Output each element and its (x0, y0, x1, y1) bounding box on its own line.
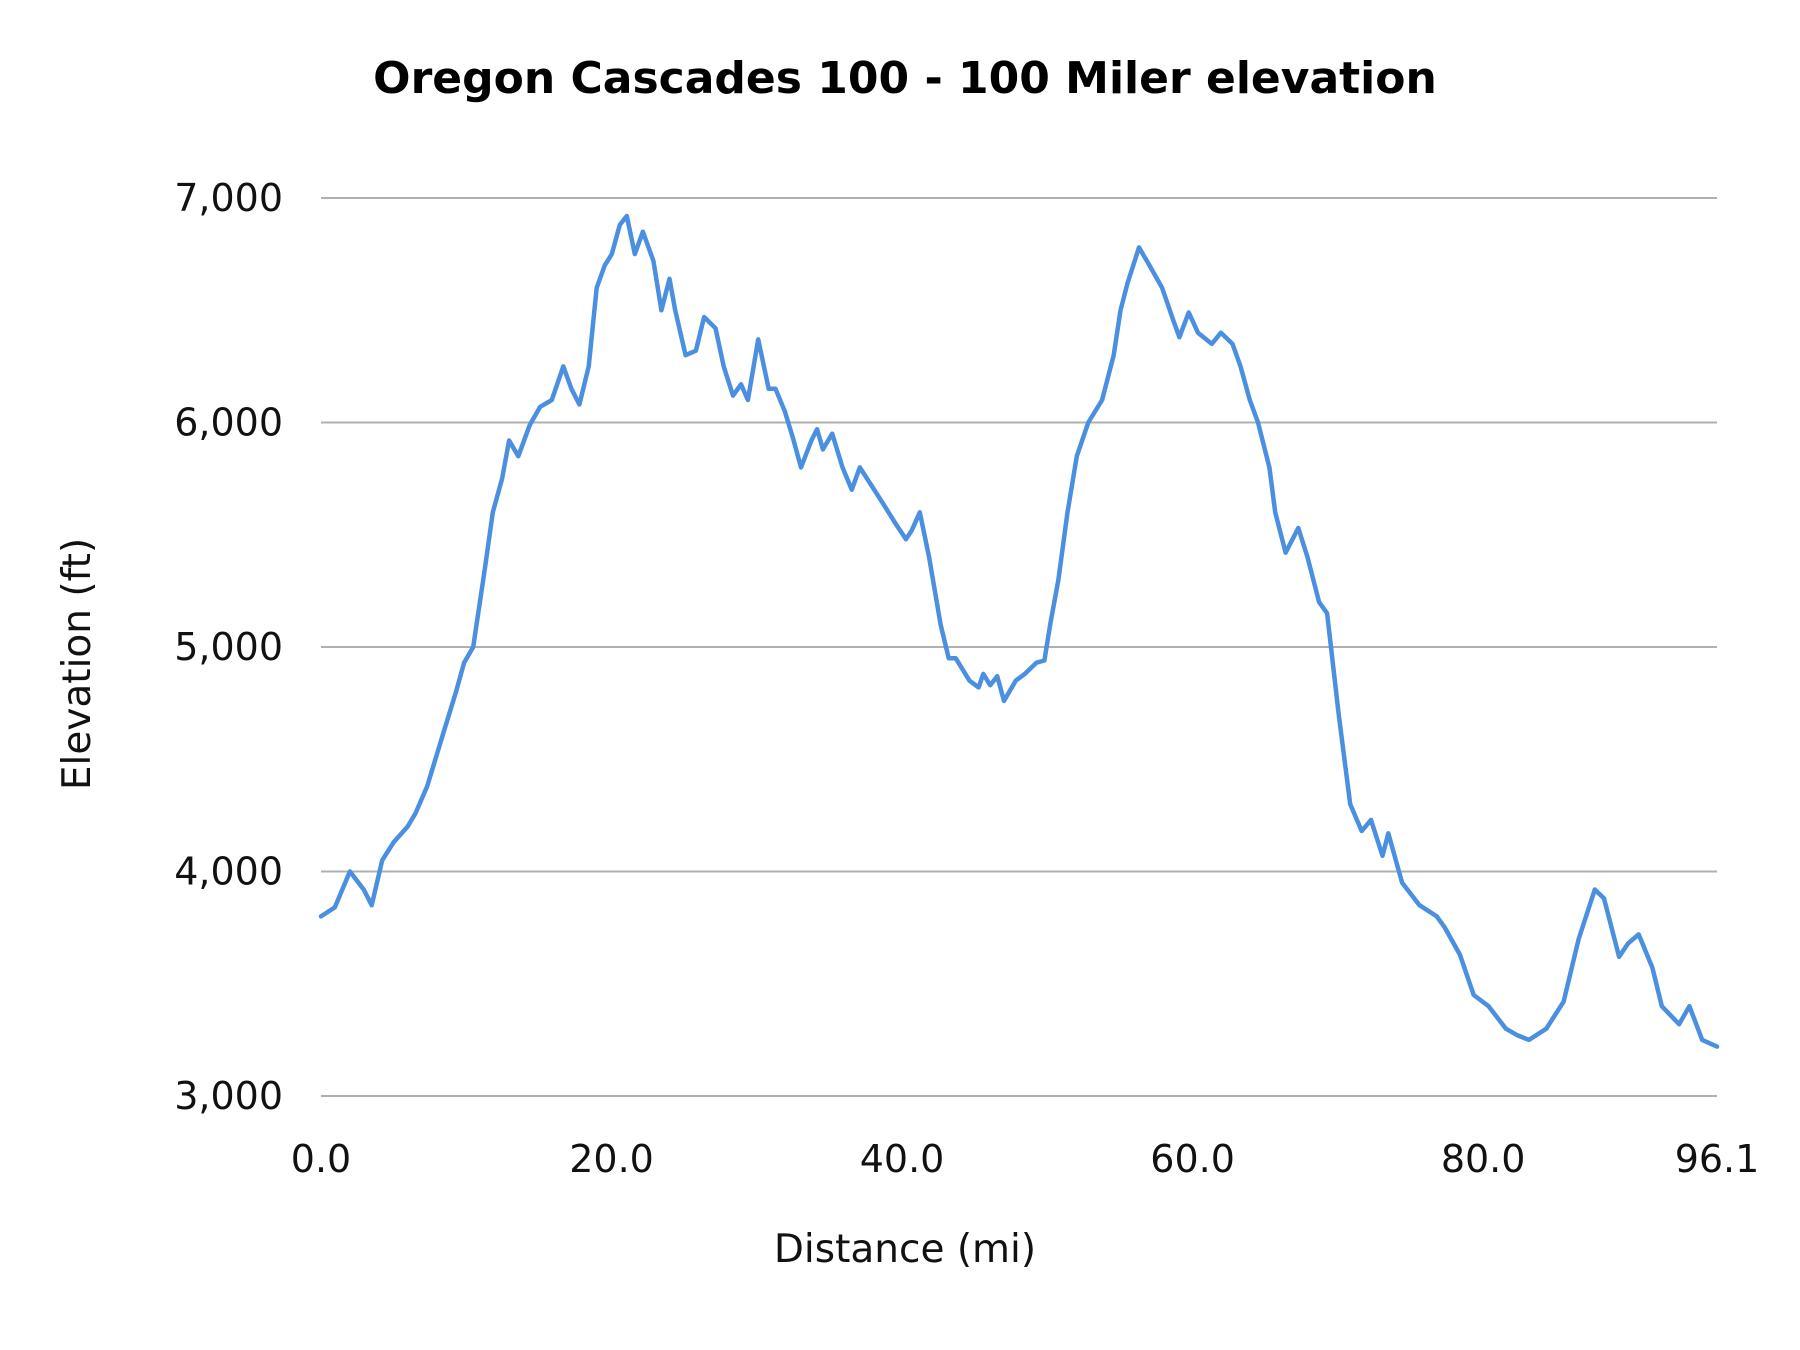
elevation-series-line (318, 213, 1720, 1049)
y-tick-label: 5,000 (174, 625, 283, 669)
x-axis-ticks: 0.0 20.0 40.0 60.0 80.0 96.1 (291, 1137, 1760, 1181)
y-tick-label: 4,000 (174, 850, 283, 894)
y-tick-label: 7,000 (174, 176, 283, 220)
chart-title: Oregon Cascades 100 - 100 Miler elevatio… (373, 53, 1437, 104)
x-tick-label: 96.1 (1675, 1137, 1760, 1181)
x-tick-label: 60.0 (1150, 1137, 1235, 1181)
x-axis-label: Distance (mi) (774, 1227, 1036, 1272)
x-tick-label: 80.0 (1441, 1137, 1526, 1181)
y-tick-label: 3,000 (174, 1074, 283, 1118)
y-axis-ticks: 3,000 4,000 5,000 6,000 7,000 (174, 176, 283, 1118)
y-axis-label: Elevation (ft) (55, 538, 100, 790)
y-tick-label: 6,000 (174, 401, 283, 445)
x-tick-label: 20.0 (569, 1137, 654, 1181)
gridlines (321, 197, 1717, 1097)
x-tick-label: 40.0 (860, 1137, 945, 1181)
x-tick-label: 0.0 (291, 1137, 351, 1181)
